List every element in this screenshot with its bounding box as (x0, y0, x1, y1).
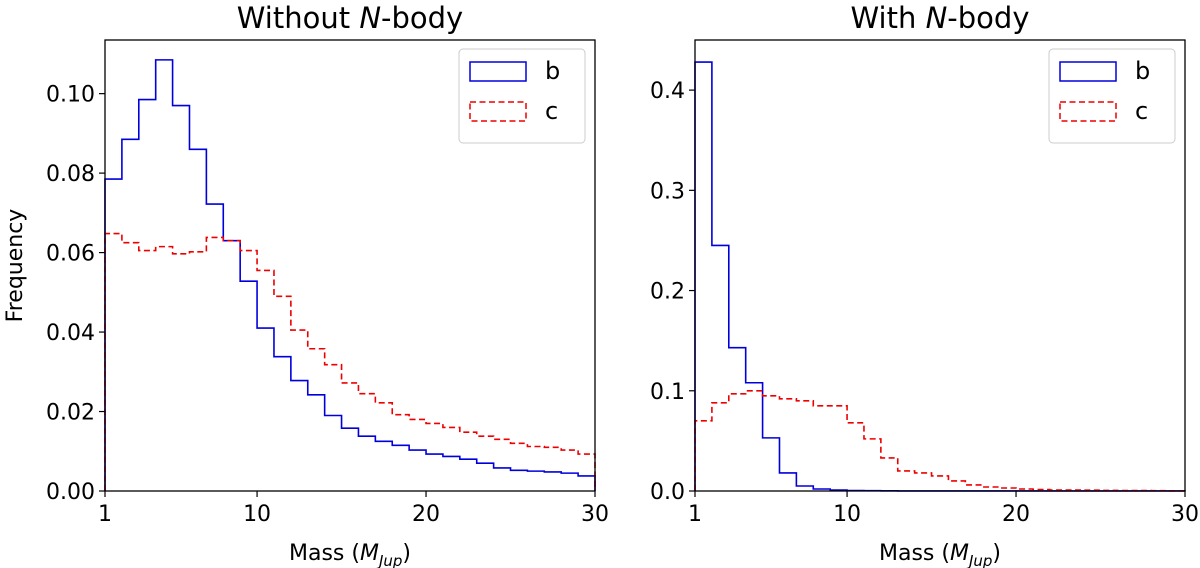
y-tick-label: 0.4 (650, 79, 685, 104)
y-tick-label: 0.04 (46, 321, 95, 346)
chart-title: Without N-body (237, 1, 463, 35)
xlabel-part: ) (992, 541, 1001, 566)
x-tick-label: 20 (1002, 502, 1030, 527)
x-tick-label: 1 (688, 502, 702, 527)
y-tick-label: 0.3 (650, 179, 685, 204)
y-tick-label: 0.2 (650, 280, 685, 305)
title-part: -body (947, 1, 1029, 35)
xlabel-part: Mass ( (289, 541, 360, 566)
x-tick-label: 10 (833, 502, 861, 527)
x-axis-label: Mass (MJup) (289, 541, 411, 568)
x-tick-label: 10 (243, 502, 271, 527)
legend-box (458, 48, 586, 144)
xlabel-part: ) (402, 541, 411, 566)
y-axis-label: Frequency (3, 209, 28, 323)
y-tick-label: 0.08 (46, 162, 95, 187)
chart-without-nbody: Without N-body 1 10 20 30 0.00 0.02 0.04 0.06 0.0… (3, 1, 609, 568)
legend-label-b: b (545, 57, 560, 85)
y-tick-label: 0.06 (46, 242, 95, 267)
title-part: With (851, 1, 926, 35)
x-tick-label: 30 (581, 502, 609, 527)
series-c-step-line (694, 389, 1186, 492)
xlabel-subscript: Jup (376, 552, 402, 568)
xlabel-part: M (360, 541, 379, 566)
xlabel-subscript: Jup (966, 552, 992, 568)
title-part: -body (381, 1, 463, 35)
series-c-step-line (104, 232, 596, 491)
legend-swatch-b (1059, 61, 1117, 82)
chart-with-nbody: With N-body 1 10 20 30 0.0 0.1 0.2 0.3 0.4 Mass (M… (650, 1, 1199, 568)
legend-label-c: c (1135, 97, 1148, 125)
y-tick-label: 0.10 (46, 83, 95, 108)
legend-swatch-b (469, 61, 527, 82)
chart-title: With N-body (851, 1, 1030, 35)
axes-frame (694, 39, 1186, 492)
x-axis-label: Mass (MJup) (879, 541, 1001, 568)
series-b-step-line (104, 59, 596, 491)
axes-frame (104, 39, 596, 492)
xlabel-part: Mass ( (879, 541, 950, 566)
y-tick-label: 0.1 (650, 380, 685, 405)
x-tick-label: 20 (412, 502, 440, 527)
y-tick-label: 0.00 (46, 480, 95, 505)
title-part: Without (237, 1, 360, 35)
title-part: N (926, 1, 948, 35)
legend-label-c: c (545, 97, 558, 125)
x-tick-label: 1 (98, 502, 112, 527)
legend-label-b: b (1135, 57, 1150, 85)
title-part: N (359, 1, 381, 35)
legend-box (1048, 48, 1176, 144)
y-tick-label: 0.0 (650, 480, 685, 505)
xlabel-part: M (950, 541, 969, 566)
y-tick-label: 0.02 (46, 401, 95, 426)
x-tick-label: 30 (1171, 502, 1199, 527)
